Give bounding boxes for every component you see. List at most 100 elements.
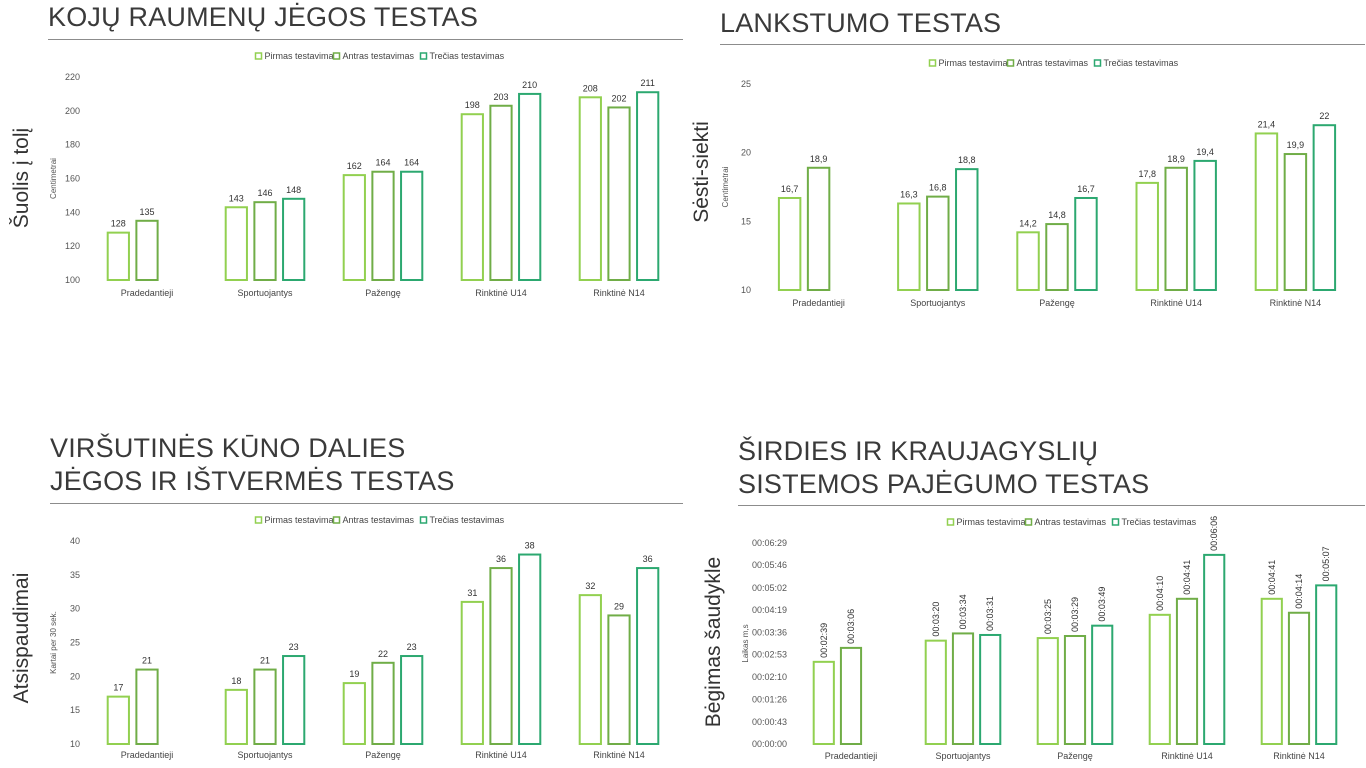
legend-label: Antras testavimas	[1035, 517, 1107, 527]
category-label: Rinktinė N14	[593, 750, 645, 760]
bar	[607, 614, 631, 745]
bar	[106, 695, 130, 745]
data-label: 32	[585, 581, 595, 591]
category-label: Pažengę	[1057, 751, 1093, 761]
bar	[460, 113, 484, 282]
chart-upper: Pirmas testavimas Antras testavimas Trečia…	[49, 515, 660, 760]
bar	[224, 206, 248, 281]
y-tick-label: 180	[65, 140, 80, 150]
chart-flex: Pirmas testavimas Antras testavimas Trečia…	[721, 58, 1337, 308]
data-label: 00:02:39	[819, 623, 829, 658]
bar	[636, 91, 660, 281]
y-tick-label: 25	[70, 638, 80, 648]
title-rule	[720, 44, 1365, 45]
y-tick-label: 120	[65, 241, 80, 251]
category-label: Rinktinė U14	[475, 750, 527, 760]
y-tick-label: 20	[741, 148, 751, 158]
y-tick-label: 00:01:26	[752, 695, 787, 705]
side-label: Atsispaudimai	[10, 572, 33, 704]
data-label: 14,2	[1019, 218, 1037, 228]
legend-label: Pirmas testavimas	[939, 58, 1013, 68]
data-label: 146	[257, 188, 272, 198]
bar	[518, 553, 542, 745]
data-label: 19	[349, 669, 359, 679]
bar	[1063, 635, 1087, 745]
y-tick-label: 00:05:02	[752, 583, 787, 593]
legend-label: Trečias testavimas	[430, 51, 505, 61]
category-label: Sportuojantys	[237, 750, 293, 760]
y-tick-label: 100	[65, 275, 80, 285]
data-label: 22	[378, 649, 388, 659]
title-rule	[48, 39, 683, 40]
legend-swatch	[946, 518, 955, 526]
data-label: 17	[113, 683, 123, 693]
legend-swatch	[419, 516, 428, 524]
legend-label: Antras testavimas	[1017, 58, 1089, 68]
y-tick-label: 00:02:10	[752, 672, 787, 682]
y-tick-label: 200	[65, 106, 80, 116]
title-line: KOJŲ RAUMENŲ JĖGOS TESTAS	[48, 2, 479, 32]
bar	[951, 632, 975, 745]
category-label: Sportuojantys	[237, 288, 293, 298]
legend-swatch	[1006, 59, 1015, 67]
category-label: Pažengę	[1039, 298, 1075, 308]
legend-swatch	[254, 52, 263, 60]
bar	[400, 655, 424, 746]
y-tick-label: 00:00:43	[752, 717, 787, 727]
data-label: 17,8	[1138, 169, 1156, 179]
data-label: 00:03:34	[958, 594, 968, 629]
data-label: 210	[522, 80, 537, 90]
bar	[1135, 181, 1159, 291]
legend-label: Pirmas testavimas	[265, 51, 339, 61]
y-tick-label: 140	[65, 207, 80, 217]
bar	[1260, 597, 1283, 745]
bar	[1045, 223, 1069, 291]
bar	[400, 170, 424, 281]
data-label: 148	[286, 185, 301, 195]
bar	[1016, 231, 1040, 292]
legend: Pirmas testavimas Antras testavimas Trečia…	[928, 58, 1179, 68]
data-label: 00:06:06	[1209, 516, 1219, 551]
bar	[1175, 597, 1199, 745]
legend-label: Trečias testavimas	[430, 515, 505, 525]
bar	[1283, 153, 1308, 292]
data-label: 16,8	[929, 183, 947, 193]
data-label: 00:04:41	[1182, 560, 1192, 595]
y-tick-label: 30	[70, 604, 80, 614]
legend-swatch	[254, 516, 263, 524]
category-label: Pradedantieji	[825, 751, 878, 761]
y-axis-label: Centimetrai	[49, 158, 58, 199]
data-label: 21	[260, 656, 270, 666]
panel-title: ŠIRDIES IR KRAUJAGYSLIŲ SISTEMOS PAJĖGUM…	[738, 435, 1149, 501]
data-label: 18,8	[958, 155, 976, 165]
data-label: 19,4	[1196, 147, 1214, 157]
legend-label: Antras testavimas	[343, 51, 415, 61]
data-label: 16,7	[781, 184, 799, 194]
data-label: 18,9	[1167, 154, 1185, 164]
legend-label: Pirmas testavimas	[265, 515, 339, 525]
bar	[371, 170, 395, 281]
data-label: 211	[640, 78, 654, 88]
title-line: ŠIRDIES IR KRAUJAGYSLIŲ	[738, 436, 1099, 466]
category-label: Rinktinė U14	[475, 288, 527, 298]
y-tick-label: 35	[70, 570, 80, 580]
y-axis-label: Centimetrai	[721, 166, 730, 207]
title-line: LANKSTUMO TESTAS	[720, 8, 1002, 38]
bar	[806, 166, 831, 291]
bar	[1203, 553, 1226, 745]
category-label: Rinktinė U14	[1161, 751, 1213, 761]
data-label: 19,9	[1287, 140, 1305, 150]
data-label: 143	[229, 193, 244, 203]
data-label: 128	[111, 219, 126, 229]
legend: Pirmas testavimas Antras testavimas Trečia…	[946, 517, 1197, 527]
bar	[1315, 584, 1338, 745]
data-label: 31	[467, 588, 477, 598]
data-label: 14,8	[1048, 210, 1066, 220]
bar	[489, 567, 513, 745]
bar	[926, 195, 950, 291]
legend-swatch	[1111, 518, 1120, 526]
bar	[1287, 611, 1311, 745]
legend-swatch	[1093, 59, 1102, 67]
data-label: 208	[583, 83, 598, 93]
bar	[135, 219, 159, 282]
